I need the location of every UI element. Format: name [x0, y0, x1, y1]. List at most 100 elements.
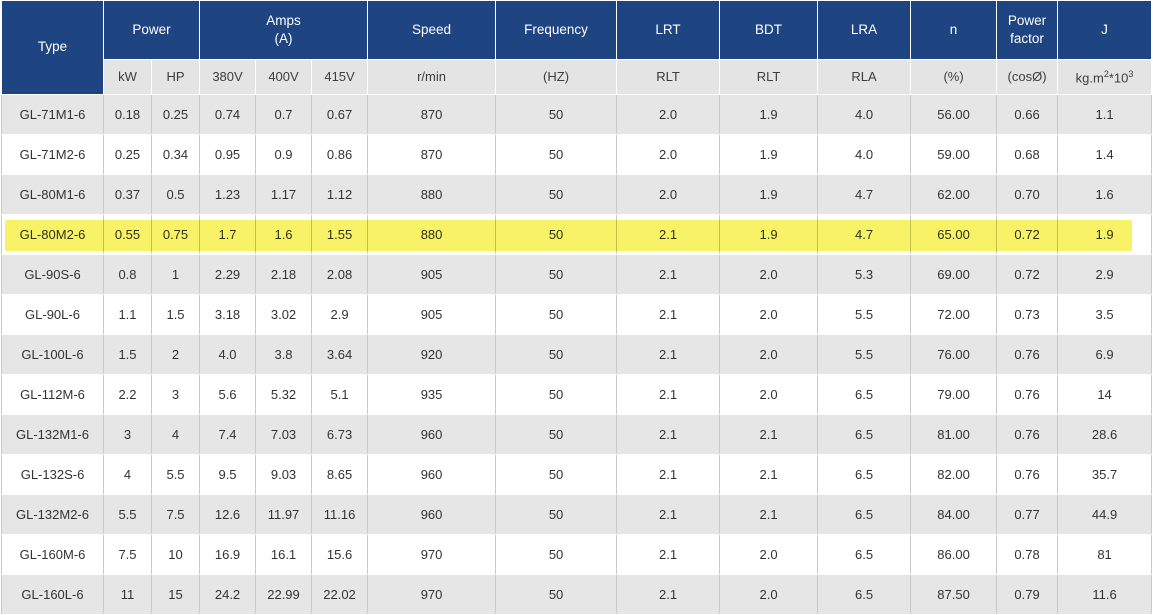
cell-power-factor: 0.68: [996, 134, 1059, 175]
cell-lrt: 2.0: [616, 174, 721, 215]
cell-speed: 905: [367, 294, 497, 335]
j-unit-mult: *10: [1108, 69, 1129, 85]
table-body: GL-71M1-6 0.18 0.25 0.74 0.7 0.67 870 50 2.0 1.9 4…: [1, 94, 1153, 615]
cell-400v: 3.02: [255, 294, 313, 335]
cell-bdt: 2.0: [719, 334, 819, 375]
cell-415v: 11.16: [311, 494, 369, 535]
cell-bdt: 2.1: [719, 494, 819, 535]
cell-380v: 5.6: [199, 374, 257, 415]
cell-kw: 0.18: [103, 94, 152, 135]
cell-power-factor: 0.76: [996, 374, 1059, 415]
cell-power-factor: 0.70: [996, 174, 1059, 215]
cell-380v: 16.9: [199, 534, 257, 575]
col-subheader-kw: kW: [103, 59, 152, 95]
table-row: GL-90S-6 0.8 1 2.29 2.18 2.08 905 50 2.1 2.0 5.3 69…: [1, 254, 1153, 295]
cell-hp: 5.5: [150, 454, 201, 495]
cell-j: 1.9: [1057, 214, 1153, 255]
cell-400v: 22.99: [255, 574, 313, 615]
cell-380v: 12.6: [199, 494, 257, 535]
cell-frequency: 50: [495, 294, 618, 335]
table-row-highlighted: GL-80M2-6 0.55 0.75 1.7 1.6 1.55 880 50 2.1 1.9 4.…: [1, 214, 1153, 255]
table-header: Type Power Amps (A) Speed Frequency LRT B…: [1, 0, 1153, 95]
cell-n: 84.00: [910, 494, 998, 535]
table-row: GL-132M1-6 3 4 7.4 7.03 6.73 960 50 2.1 2.1 6.5 81.…: [1, 414, 1153, 455]
cell-n: 81.00: [910, 414, 998, 455]
cell-hp: 0.25: [150, 94, 201, 135]
cell-speed: 960: [367, 454, 497, 495]
cell-380v: 0.95: [199, 134, 257, 175]
j-unit-sup2: 2: [1103, 68, 1109, 79]
col-subheader-frequency-unit: (HZ): [495, 59, 618, 95]
cell-lrt: 2.0: [616, 94, 721, 135]
j-unit-base: kg.m: [1075, 69, 1104, 85]
cell-bdt: 1.9: [719, 214, 819, 255]
cell-415v: 3.64: [311, 334, 369, 375]
cell-lrt: 2.1: [616, 214, 721, 255]
cell-kw: 4: [103, 454, 152, 495]
col-header-power: Power: [102, 0, 201, 60]
cell-speed: 960: [367, 494, 497, 535]
cell-415v: 2.9: [311, 294, 369, 335]
cell-kw: 0.25: [103, 134, 152, 175]
col-header-lrt: LRT: [616, 0, 721, 60]
cell-415v: 1.55: [311, 214, 369, 255]
cell-type: GL-90L-6: [1, 294, 104, 335]
col-header-j: J: [1057, 0, 1153, 60]
cell-power-factor: 0.66: [996, 94, 1059, 135]
cell-400v: 11.97: [255, 494, 313, 535]
col-header-type: Type: [1, 0, 104, 95]
header-row-units: kW HP 380V 400V 415V r/min (HZ) RLT RLT …: [2, 59, 1153, 95]
cell-frequency: 50: [495, 134, 618, 175]
cell-lrt: 2.1: [616, 374, 721, 415]
cell-n: 86.00: [910, 534, 998, 575]
cell-380v: 2.29: [199, 254, 257, 295]
cell-j: 6.9: [1057, 334, 1153, 375]
col-header-frequency: Frequency: [495, 0, 618, 60]
cell-380v: 0.74: [199, 94, 257, 135]
cell-speed: 870: [367, 134, 497, 175]
cell-j: 35.7: [1057, 454, 1153, 495]
cell-speed: 970: [367, 534, 497, 575]
cell-lra: 6.5: [817, 574, 912, 615]
cell-frequency: 50: [495, 254, 618, 295]
col-subheader-lrt-unit: RLT: [616, 59, 721, 95]
cell-415v: 22.02: [311, 574, 369, 615]
cell-lra: 5.5: [817, 294, 912, 335]
cell-kw: 11: [103, 574, 152, 615]
cell-400v: 7.03: [255, 414, 313, 455]
col-header-lra: LRA: [817, 0, 912, 60]
cell-frequency: 50: [495, 534, 618, 575]
cell-380v: 24.2: [199, 574, 257, 615]
cell-frequency: 50: [495, 94, 618, 135]
cell-lra: 6.5: [817, 374, 912, 415]
cell-speed: 970: [367, 574, 497, 615]
cell-n: 79.00: [910, 374, 998, 415]
cell-j: 3.5: [1057, 294, 1153, 335]
cell-lra: 5.5: [817, 334, 912, 375]
header-row-groups: Type Power Amps (A) Speed Frequency LRT B…: [1, 0, 1153, 95]
cell-frequency: 50: [495, 214, 618, 255]
col-subheader-bdt-unit: RLT: [719, 59, 819, 95]
cell-lrt: 2.1: [616, 454, 721, 495]
cell-frequency: 50: [495, 334, 618, 375]
cell-type: GL-80M1-6: [1, 174, 104, 215]
cell-lra: 5.3: [817, 254, 912, 295]
cell-type: GL-90S-6: [1, 254, 104, 295]
col-subheader-hp: HP: [150, 59, 201, 95]
cell-415v: 0.86: [311, 134, 369, 175]
cell-j: 28.6: [1057, 414, 1153, 455]
cell-380v: 4.0: [199, 334, 257, 375]
cell-speed: 960: [367, 414, 497, 455]
cell-400v: 2.18: [255, 254, 313, 295]
cell-400v: 0.7: [255, 94, 313, 135]
table-row: GL-80M1-6 0.37 0.5 1.23 1.17 1.12 880 50 2.0 1.9 4…: [1, 174, 1153, 215]
cell-type: GL-160M-6: [1, 534, 104, 575]
cell-type: GL-71M2-6: [1, 134, 104, 175]
cell-lra: 4.0: [817, 134, 912, 175]
cell-n: 62.00: [910, 174, 998, 215]
cell-speed: 935: [367, 374, 497, 415]
col-subheader-415v: 415V: [311, 59, 369, 95]
cell-bdt: 2.0: [719, 254, 819, 295]
